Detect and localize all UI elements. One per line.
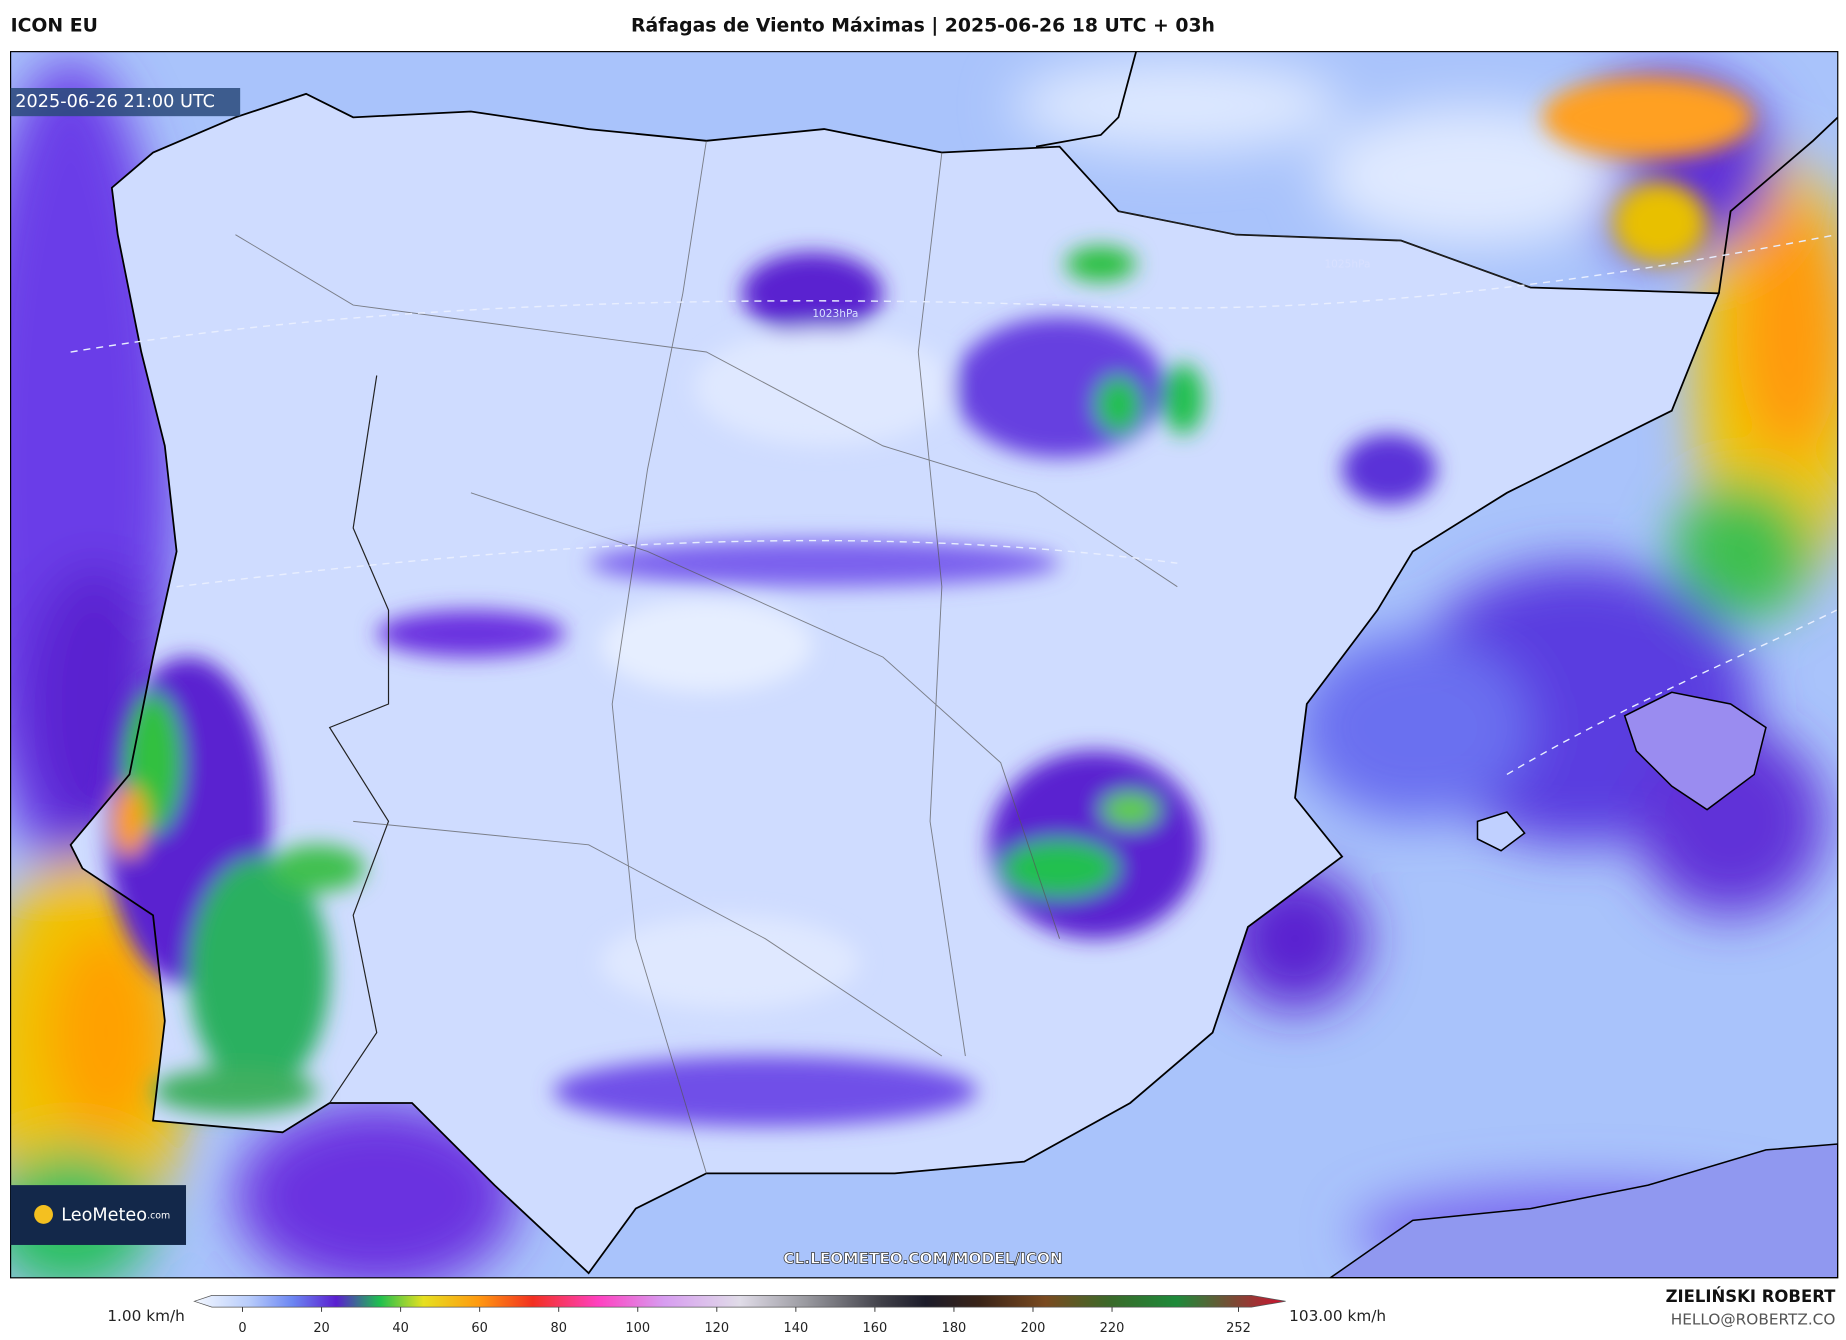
colorbar-bar — [193, 1295, 1286, 1308]
land-base — [70, 93, 1719, 1274]
isobar-label: 1025hPa — [1324, 259, 1370, 271]
colorbar-tick-label: 200 — [1021, 1321, 1046, 1336]
logo-text: LeoMeteo.com — [61, 1206, 170, 1226]
colorbar-tick-label: 60 — [471, 1321, 487, 1336]
ibiza — [1476, 811, 1526, 852]
france-south-coast — [1717, 116, 1838, 294]
colorbar-tick-label: 80 — [550, 1321, 566, 1336]
colorbar-tick-label: 220 — [1100, 1321, 1125, 1336]
author: ZIELIŃSKI ROBERT — [1666, 1287, 1837, 1306]
region-borders — [235, 140, 1178, 1174]
mallorca — [1623, 691, 1767, 811]
colorbar-tick-label: 0 — [238, 1321, 246, 1336]
colorbar-tick-label: 20 — [313, 1321, 329, 1336]
timestamp: 2025-06-26 21:00 UTC — [15, 92, 215, 112]
colorbar-tick-label: 252 — [1226, 1321, 1251, 1336]
isobar-label: 1023hPa — [812, 308, 858, 320]
logo-name: LeoMeteo — [61, 1206, 147, 1226]
colorbar-tick-label: 140 — [784, 1321, 809, 1336]
coastline — [69, 92, 1721, 1275]
map-title: Ráfagas de Viento Máximas | 2025-06-26 1… — [631, 15, 1215, 36]
colorbar-tick-label: 120 — [704, 1321, 729, 1336]
portugal-border — [328, 375, 390, 1104]
map-frame — [10, 51, 1839, 1279]
france-coast — [1035, 51, 1137, 148]
email: HELLO@ROBERTZ.CO — [1671, 1311, 1836, 1329]
colorbar: 0 20 40 60 80 100 120 140 160 180 200 220 252 — [193, 1295, 1286, 1336]
isobars — [70, 233, 1837, 776]
colorbar-max-label: 103.00 km/h — [1289, 1307, 1386, 1325]
north-africa — [1329, 1143, 1838, 1278]
wind-field: 1023hPa 1025hPa — [10, 51, 1838, 1278]
colorbar-tick-label: 100 — [625, 1321, 650, 1336]
logo-suffix: .com — [147, 1210, 170, 1221]
colorbar-min-label: 1.00 km/h — [107, 1307, 185, 1325]
colorbar-tick-label: 160 — [863, 1321, 888, 1336]
colorbar-tick-label: 180 — [942, 1321, 967, 1336]
model-name: ICON EU — [11, 15, 98, 36]
colorbar-tick-label: 40 — [392, 1321, 408, 1336]
timestamp-box — [10, 88, 241, 117]
logo-sun — [34, 1205, 53, 1224]
watermark: CL.LEOMETEO.COM/MODEL/ICON — [783, 1250, 1062, 1268]
pyrenees-border — [1118, 210, 1531, 289]
